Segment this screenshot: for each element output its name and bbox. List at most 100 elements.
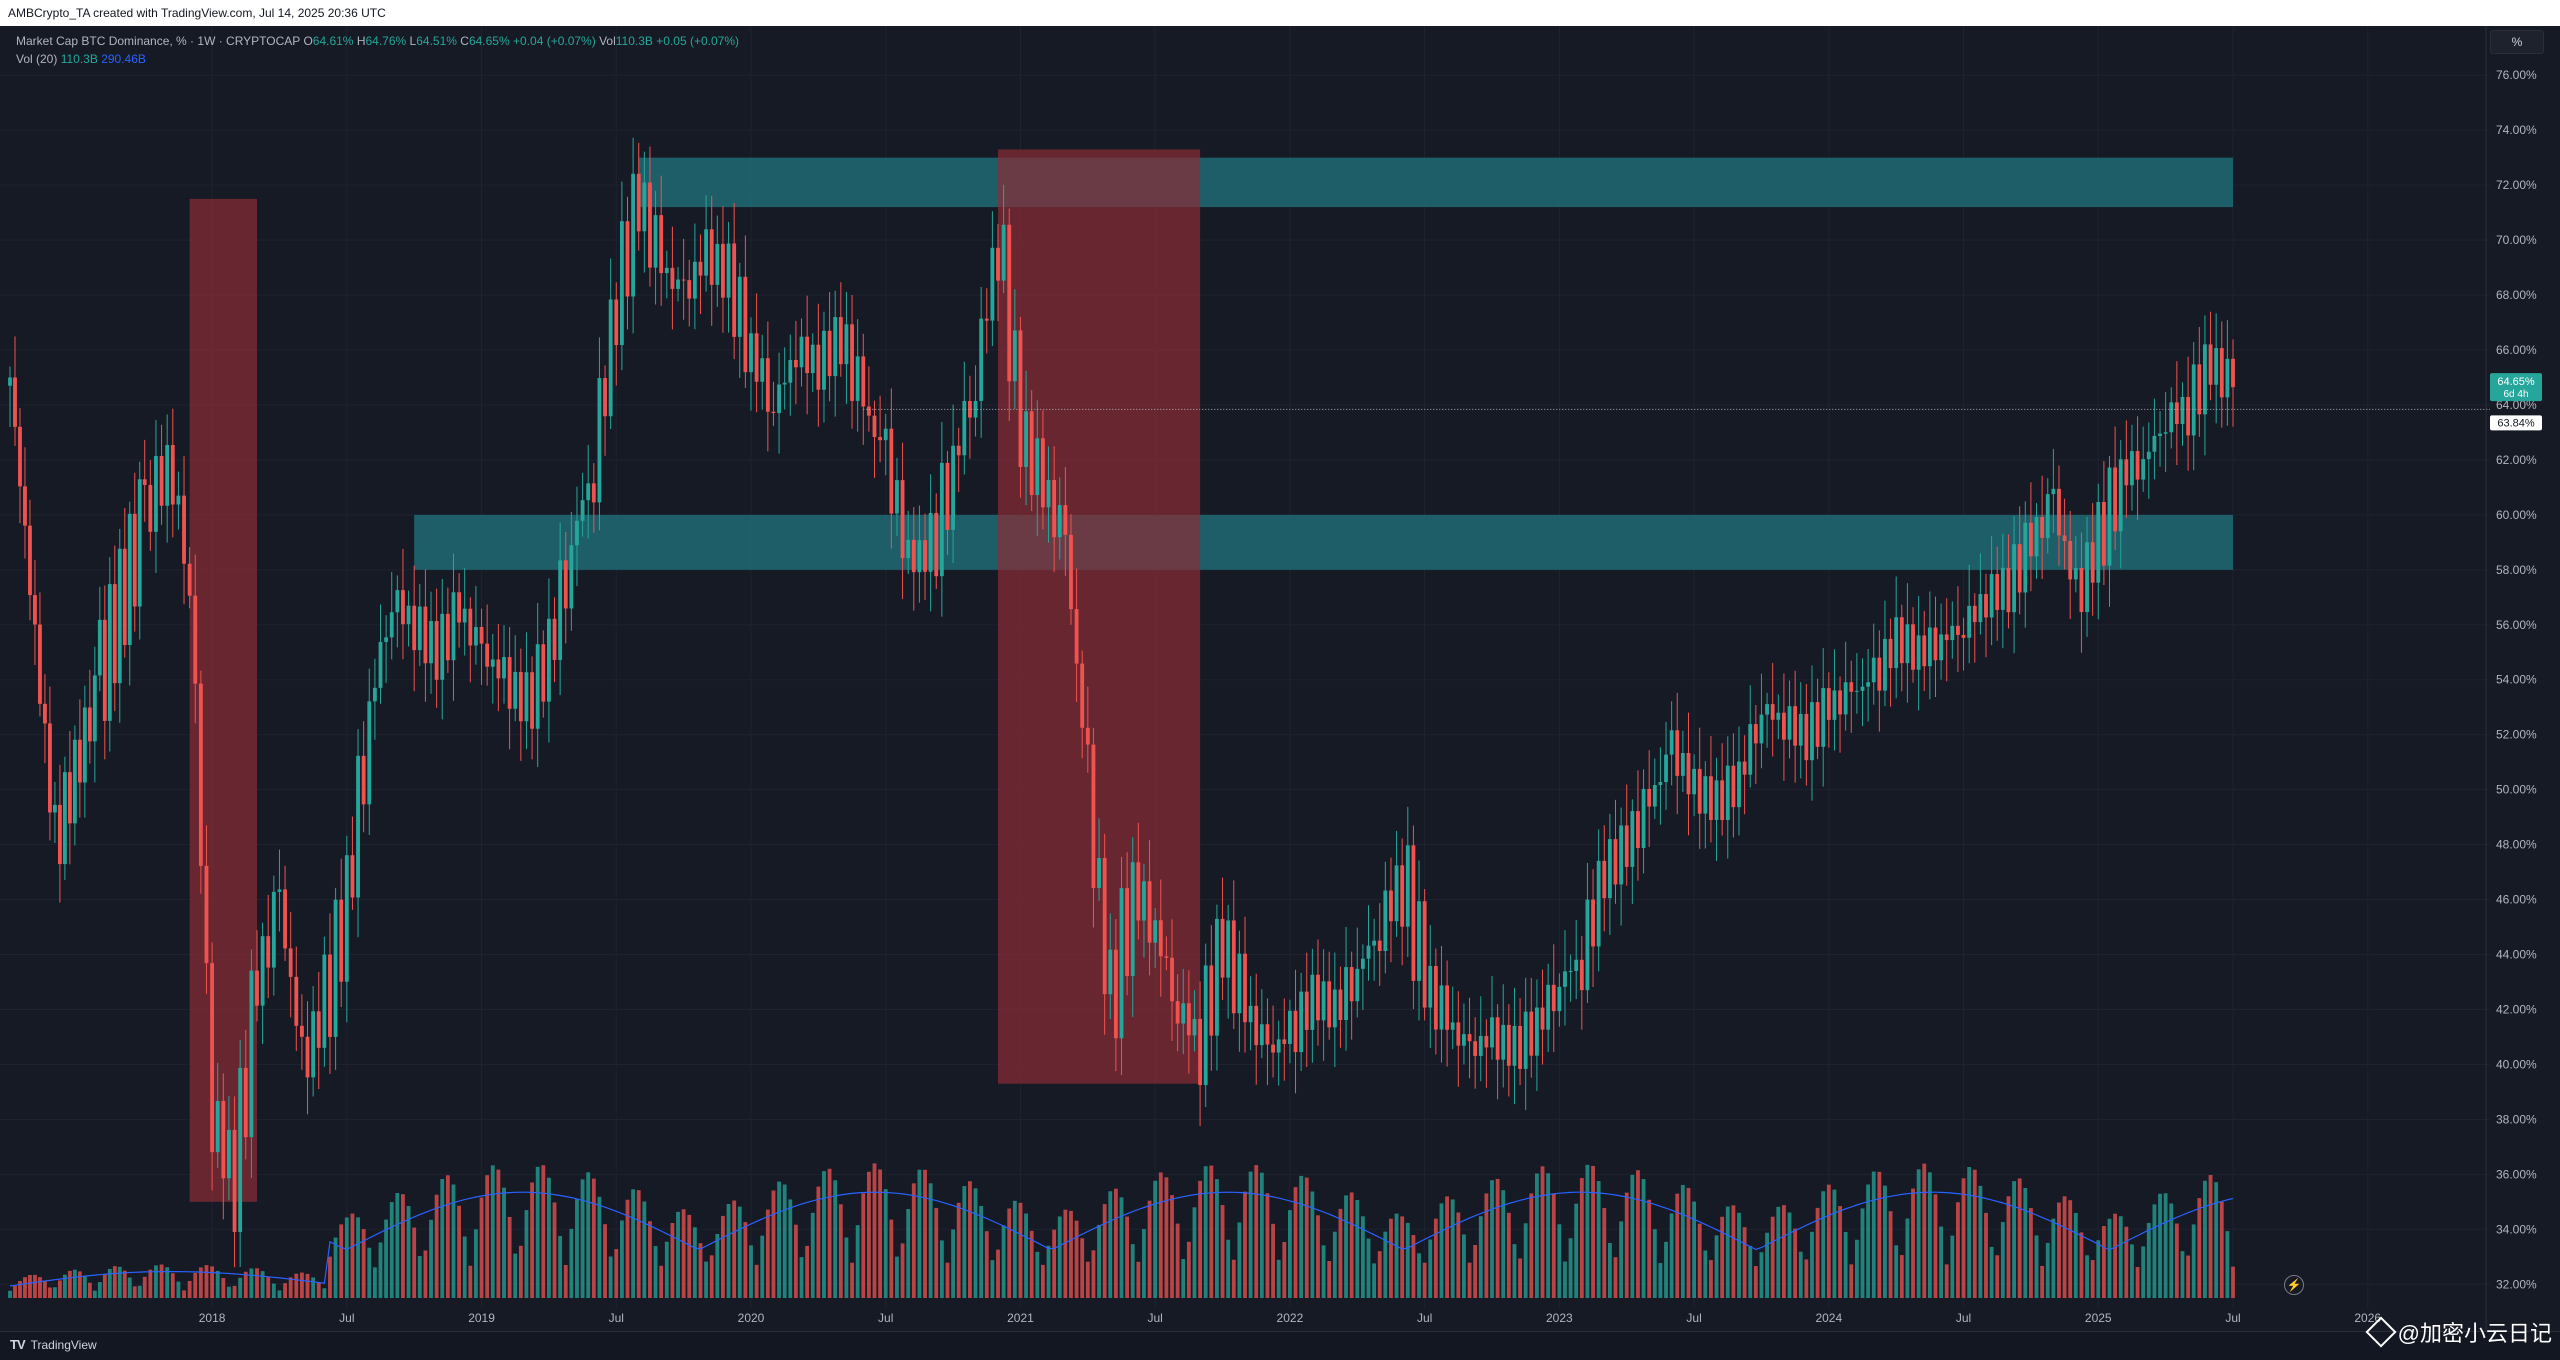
candle-body <box>2197 364 2202 415</box>
candle-body <box>1383 890 1388 951</box>
volume-bar <box>490 1165 495 1298</box>
y-tick-label: 68.00% <box>2496 288 2537 302</box>
volume-bar <box>524 1210 529 1298</box>
volume-bar <box>1377 1251 1382 1298</box>
volume-bar <box>1338 1208 1343 1298</box>
tv-logo-mark: TV <box>10 1337 26 1352</box>
legend-vol20-label[interactable]: Vol (20) <box>16 52 58 66</box>
candle-body <box>659 215 664 274</box>
candle-body <box>524 672 529 722</box>
volume-bar <box>721 1215 725 1298</box>
percent-scale-button[interactable]: % <box>2490 30 2544 54</box>
candle-body <box>1781 712 1786 740</box>
volume-bar <box>1630 1174 1635 1298</box>
volume-bar <box>378 1242 383 1298</box>
volume-bar <box>193 1272 198 1298</box>
volume-bar <box>389 1202 394 1298</box>
candle-body <box>1546 984 1551 1030</box>
candle-body <box>1506 1024 1511 1066</box>
volume-bar <box>457 1205 462 1298</box>
volume-bar <box>659 1265 664 1298</box>
volume-bar <box>1911 1188 1915 1298</box>
candle-body <box>923 540 927 572</box>
candle-body <box>271 891 276 968</box>
candle-body <box>721 243 725 298</box>
candle-body <box>1158 920 1163 957</box>
candle-body <box>732 243 737 337</box>
candle-body <box>1456 1022 1461 1046</box>
candle-body <box>1894 617 1899 669</box>
candle-body <box>462 608 467 623</box>
volume-bar <box>822 1171 826 1298</box>
volume-bar <box>1102 1204 1107 1298</box>
volume-bar <box>653 1246 658 1298</box>
volume-bar <box>2158 1193 2162 1298</box>
candle-body <box>1428 966 1433 1008</box>
candle-body <box>513 671 518 709</box>
legend-symbol[interactable]: Market Cap BTC Dominance, % · 1W · CRYPT… <box>16 34 301 48</box>
volume-bar <box>249 1268 254 1298</box>
binance-diamond-icon <box>2365 1316 2397 1348</box>
candle-body <box>1753 724 1758 744</box>
candle-body <box>2219 348 2224 398</box>
y-tick-label: 32.00% <box>2496 1277 2537 1291</box>
candle-body <box>1692 768 1697 795</box>
candle-body <box>170 445 175 505</box>
lightning-icon[interactable]: ⚡ <box>2284 1275 2304 1295</box>
candle-body <box>1821 688 1826 747</box>
candle-body <box>260 936 265 1006</box>
volume-bar <box>1400 1216 1405 1298</box>
x-tick-label: Jul <box>878 1311 893 1325</box>
legend-c-value: 64.65% <box>468 34 510 48</box>
volume-bar <box>1372 1263 1377 1298</box>
volume-bar <box>962 1186 967 1298</box>
candle-body <box>844 324 849 365</box>
candle-body <box>8 377 12 386</box>
candle-body <box>1613 839 1618 885</box>
volume-bar <box>1186 1241 1191 1298</box>
volume-bar <box>2057 1202 2061 1298</box>
candle-body <box>1332 989 1337 1028</box>
volume-bar <box>1394 1213 1399 1298</box>
candle-body <box>951 445 956 530</box>
candle-body <box>1136 862 1141 921</box>
legend-h-value: 64.76% <box>365 34 407 48</box>
candle-body <box>1057 505 1062 538</box>
volume-bar <box>1720 1216 1725 1298</box>
volume-bar <box>2062 1196 2067 1298</box>
volume-bar <box>468 1265 473 1298</box>
volume-bar <box>1428 1239 1433 1298</box>
volume-bar <box>1192 1207 1197 1298</box>
volume-bar <box>148 1269 153 1298</box>
volume-bar <box>440 1178 445 1298</box>
tradingview-logo[interactable]: TV TradingView <box>10 1332 97 1358</box>
candle-body <box>127 513 132 646</box>
volume-bar <box>979 1205 984 1298</box>
volume-bar <box>2113 1213 2118 1298</box>
price-chart[interactable]: 32.00% 34.00% 36.00% 38.00% 40.00% 42.00% 44.0… <box>0 26 2560 1331</box>
candle-body <box>878 436 883 441</box>
candle-body <box>1664 754 1668 783</box>
volume-bar <box>692 1227 697 1298</box>
candle-body <box>793 359 798 368</box>
chart-area[interactable] <box>0 26 2560 1331</box>
candle-body <box>1585 899 1590 991</box>
candle-body <box>1680 753 1685 776</box>
volume-bar <box>57 1280 62 1298</box>
volume-bar <box>356 1217 360 1298</box>
candle-body <box>1422 901 1427 1008</box>
candle-body <box>968 400 972 418</box>
candle-body <box>692 261 697 299</box>
candle-body <box>1658 782 1663 786</box>
candle-body <box>631 173 636 297</box>
volume-bar <box>558 1235 563 1298</box>
candle-body <box>979 318 984 401</box>
candle-body <box>681 279 686 281</box>
volume-bar <box>2068 1200 2073 1298</box>
candle-body <box>805 336 810 374</box>
volume-bar <box>726 1203 731 1298</box>
volume-bar <box>956 1202 961 1298</box>
candle-body <box>1445 985 1450 1030</box>
y-tick-label: 76.00% <box>2496 68 2537 82</box>
volume-bar <box>1130 1244 1135 1298</box>
